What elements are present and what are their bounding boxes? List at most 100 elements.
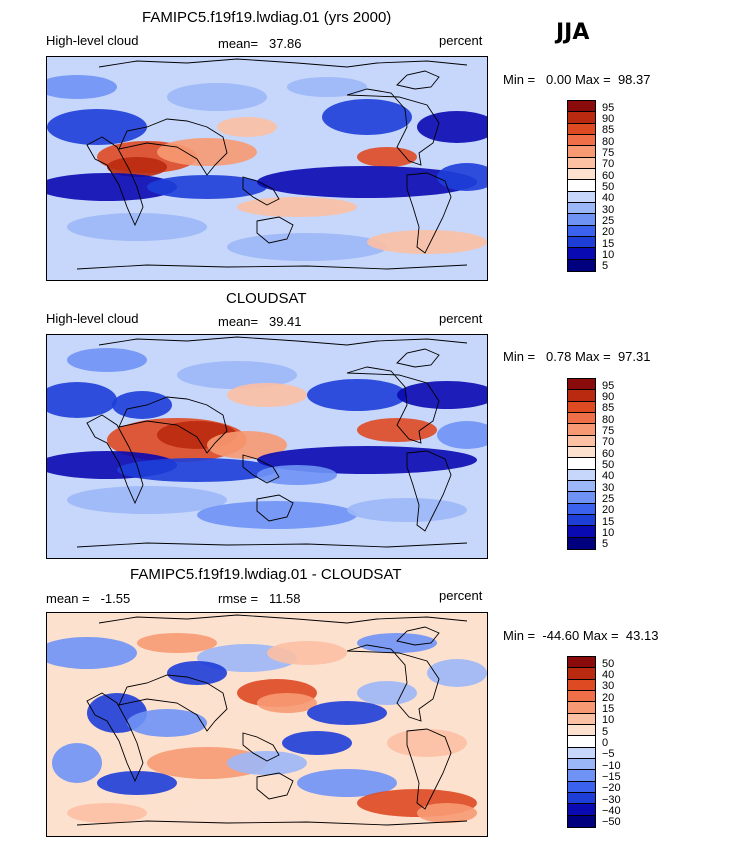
colorbar-swatch bbox=[568, 458, 595, 470]
coastline-path bbox=[406, 172, 452, 254]
coastlines bbox=[76, 58, 468, 270]
panel1-level: 20 bbox=[602, 226, 615, 238]
contour-region bbox=[47, 637, 137, 669]
panel1-level: 70 bbox=[602, 158, 615, 170]
panel2-level: 75 bbox=[602, 425, 615, 437]
panel3-units: percent bbox=[439, 588, 483, 603]
panel2-contour-plot bbox=[47, 335, 487, 558]
contour-region bbox=[147, 747, 267, 779]
colorbar-swatch bbox=[568, 225, 595, 237]
panel3-level: −15 bbox=[602, 771, 621, 783]
panel1-map bbox=[46, 56, 488, 281]
panel3-level: −40 bbox=[602, 805, 621, 817]
panel1-level: 60 bbox=[602, 170, 615, 182]
coastline-path bbox=[346, 644, 440, 722]
colorbar-swatch bbox=[568, 815, 595, 827]
colorbar-swatch bbox=[568, 157, 595, 169]
contour-region bbox=[67, 486, 227, 514]
contour-fills bbox=[47, 75, 487, 261]
panel2-min-label: Min = bbox=[503, 349, 536, 364]
contour-region bbox=[297, 769, 397, 797]
contour-region bbox=[357, 147, 417, 167]
colorbar-swatch bbox=[568, 446, 595, 459]
panel2-mean-value: 39.41 bbox=[268, 314, 302, 329]
colorbar-swatch bbox=[568, 713, 595, 725]
contour-region bbox=[357, 681, 417, 705]
colorbar-swatch bbox=[568, 526, 595, 538]
coastline-path bbox=[396, 348, 440, 368]
contour-region bbox=[322, 99, 412, 135]
panel3-level: 10 bbox=[602, 714, 615, 726]
panel1-level: 30 bbox=[602, 204, 615, 216]
panel1-max-label: Max = bbox=[574, 72, 611, 87]
panel3-level: 50 bbox=[602, 658, 615, 670]
coastline-path bbox=[118, 118, 228, 176]
panel1-level: 50 bbox=[602, 181, 615, 193]
panel3-map bbox=[46, 612, 488, 837]
contour-region bbox=[47, 382, 117, 418]
panel2-level: 50 bbox=[602, 459, 615, 471]
panel1-level: 10 bbox=[602, 249, 615, 261]
contour-region bbox=[227, 751, 307, 775]
contour-region bbox=[417, 803, 477, 823]
coastlines bbox=[76, 614, 468, 826]
coastline-path bbox=[256, 772, 294, 800]
contour-region bbox=[287, 77, 367, 97]
colorbar-swatch bbox=[568, 781, 595, 793]
coastline-path bbox=[406, 450, 452, 532]
panel3-level: 20 bbox=[602, 692, 615, 704]
coastline-path bbox=[76, 264, 468, 270]
contour-fills bbox=[47, 633, 487, 825]
panel1-level: 5 bbox=[602, 260, 609, 272]
panel3-level: 15 bbox=[602, 703, 615, 715]
panel3-level: −30 bbox=[602, 794, 621, 806]
panel2-mean: mean= 39.41 bbox=[218, 314, 302, 329]
panel1-level: 25 bbox=[602, 215, 615, 227]
colorbar-swatch bbox=[568, 679, 595, 691]
panel2-title: CLOUDSAT bbox=[226, 290, 307, 307]
panel2-max-value: 97.31 bbox=[617, 349, 651, 364]
panel2-level: 95 bbox=[602, 380, 615, 392]
coastline-path bbox=[242, 454, 280, 484]
colorbar-swatch bbox=[568, 259, 595, 271]
panel1-level: 40 bbox=[602, 192, 615, 204]
contour-region bbox=[67, 213, 207, 241]
panel3-level: 5 bbox=[602, 726, 609, 738]
contour-region bbox=[427, 659, 487, 687]
contour-region bbox=[207, 431, 287, 459]
colorbar-swatch bbox=[568, 134, 595, 147]
panel1-mean-value: 37.86 bbox=[268, 36, 302, 51]
colorbar-swatch bbox=[568, 492, 595, 504]
contour-region bbox=[167, 661, 227, 685]
coastline-path bbox=[346, 88, 440, 166]
coastline-path bbox=[118, 396, 228, 454]
season-label: JJA bbox=[556, 20, 590, 45]
panel3-contour-plot bbox=[47, 613, 487, 836]
colorbar-swatch bbox=[568, 248, 595, 260]
colorbar-swatch bbox=[568, 702, 595, 714]
coastline-path bbox=[76, 820, 468, 826]
panel2-max-label: Max = bbox=[574, 349, 611, 364]
panel1-level: 95 bbox=[602, 102, 615, 114]
contour-region bbox=[282, 731, 352, 755]
coastline-path bbox=[86, 136, 144, 227]
contour-region bbox=[107, 157, 167, 177]
colorbar-swatch bbox=[568, 480, 595, 493]
contour-region bbox=[157, 138, 257, 166]
panel3-minmax: Min = -44.60 Max = 43.13 bbox=[503, 628, 658, 643]
contour-region bbox=[307, 379, 407, 411]
coastlines bbox=[76, 336, 468, 548]
panel3-rmse-label: rmse = bbox=[218, 591, 259, 606]
panel3-level: 0 bbox=[602, 737, 609, 749]
contour-region bbox=[397, 381, 487, 409]
panel2-level: 90 bbox=[602, 391, 615, 403]
coastline-path bbox=[98, 58, 468, 68]
panel2-level: 10 bbox=[602, 527, 615, 539]
colorbar-swatch bbox=[568, 758, 595, 771]
contour-region bbox=[307, 701, 387, 725]
panel3-mean: mean = -1.55 bbox=[46, 591, 130, 606]
panel1-title: FAMIPC5.f19f19.lwdiag.01 (yrs 2000) bbox=[142, 9, 392, 26]
contour-region bbox=[47, 109, 147, 145]
contour-region bbox=[97, 771, 177, 795]
contour-region bbox=[267, 641, 347, 665]
